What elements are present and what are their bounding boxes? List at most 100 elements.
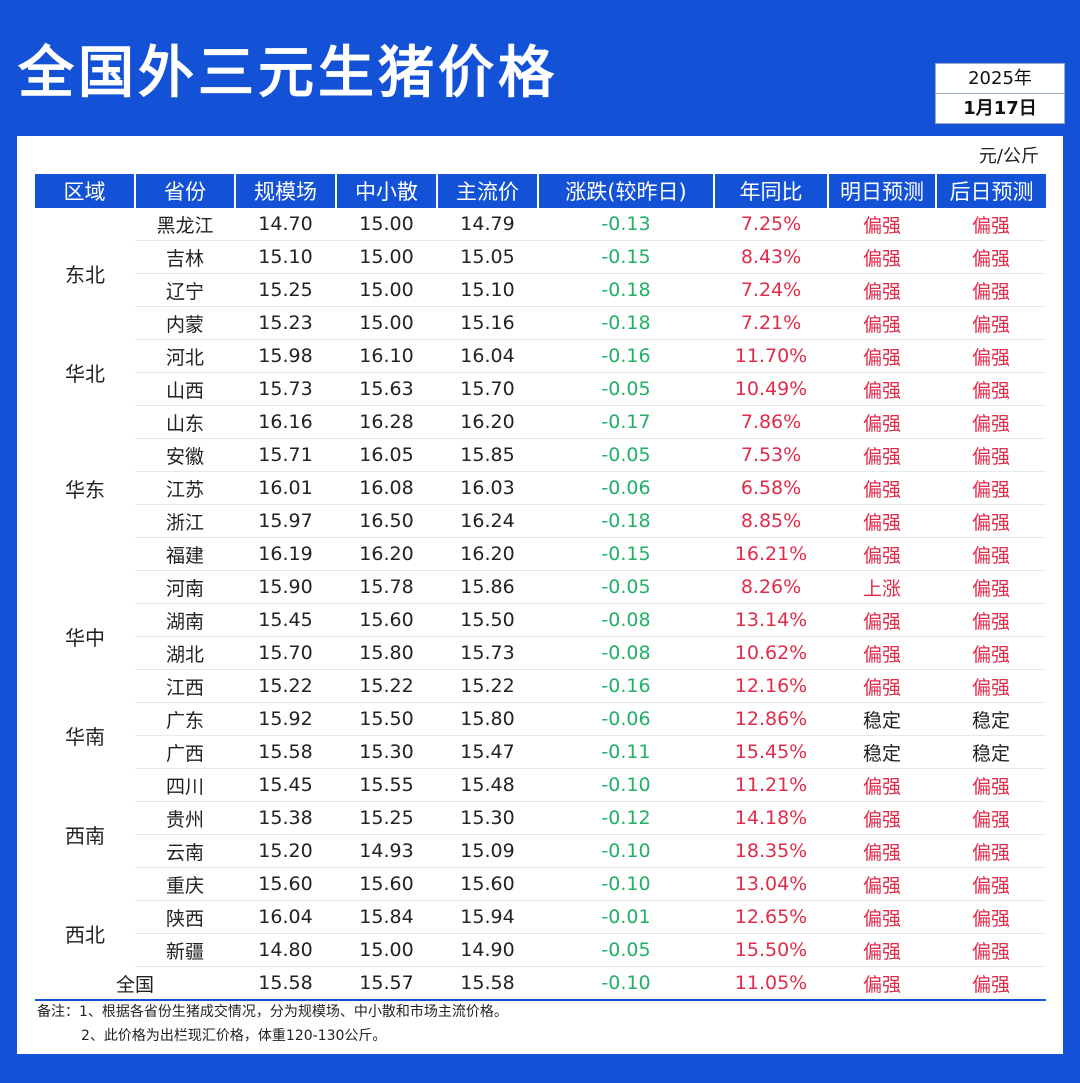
main-price-cell: 15.73 [437, 636, 538, 670]
change-cell: -0.15 [538, 240, 714, 274]
forecast-tomorrow-cell: 偏强 [828, 339, 936, 373]
region-cell: 西北 [65, 923, 105, 947]
small-farm-cell: 15.00 [336, 306, 437, 340]
change-cell: -0.16 [538, 669, 714, 703]
small-farm-cell: 16.05 [336, 438, 437, 472]
forecast-tomorrow-cell: 稳定 [828, 735, 936, 769]
province-cell: 山西 [135, 372, 235, 406]
scale-farm-cell: 15.20 [235, 834, 336, 868]
yoy-cell: 10.49% [714, 372, 828, 406]
small-farm-cell: 15.60 [336, 867, 437, 901]
date-box: 2025年 1月17日 [935, 63, 1065, 124]
scale-farm-cell: 15.98 [235, 339, 336, 373]
forecast-tomorrow-cell: 偏强 [828, 636, 936, 670]
province-cell: 山东 [135, 405, 235, 439]
scale-farm-cell: 15.71 [235, 438, 336, 472]
small-farm-cell: 15.57 [336, 966, 437, 1001]
table-row: 吉林 15.10 15.00 15.05 -0.15 8.43% 偏强 偏强 [35, 240, 1046, 274]
small-farm-cell: 15.63 [336, 372, 437, 406]
yoy-cell: 14.18% [714, 801, 828, 835]
province-cell: 贵州 [135, 801, 235, 835]
forecast-day-after-cell: 偏强 [936, 834, 1046, 868]
forecast-day-after-cell: 偏强 [936, 933, 1046, 967]
province-cell: 安徽 [135, 438, 235, 472]
national-label: 全国 [35, 966, 235, 1001]
scale-farm-cell: 15.92 [235, 702, 336, 736]
yoy-cell: 8.85% [714, 504, 828, 538]
table-body: 东北 黑龙江 14.70 15.00 14.79 -0.13 7.25% 偏强 偏强 吉林 15.1… [35, 208, 1046, 1001]
yoy-cell: 7.24% [714, 273, 828, 307]
scale-farm-cell: 15.70 [235, 636, 336, 670]
change-cell: -0.06 [538, 702, 714, 736]
change-cell: -0.10 [538, 867, 714, 901]
yoy-cell: 12.86% [714, 702, 828, 736]
main-price-cell: 15.10 [437, 273, 538, 307]
yoy-cell: 12.16% [714, 669, 828, 703]
header-region: 区域 [35, 174, 135, 208]
main-price-cell: 15.30 [437, 801, 538, 835]
table-row: 广西 15.58 15.30 15.47 -0.11 15.45% 稳定 稳定 [35, 735, 1046, 769]
province-cell: 河北 [135, 339, 235, 373]
forecast-tomorrow-cell: 偏强 [828, 438, 936, 472]
scale-farm-cell: 15.90 [235, 570, 336, 604]
forecast-tomorrow-cell: 偏强 [828, 966, 936, 1001]
forecast-day-after-cell: 偏强 [936, 900, 1046, 934]
header-tomorrow: 明日预测 [827, 174, 936, 208]
yoy-cell: 12.65% [714, 900, 828, 934]
table-row: 浙江 15.97 16.50 16.24 -0.18 8.85% 偏强 偏强 [35, 504, 1046, 538]
main-price-cell: 15.70 [437, 372, 538, 406]
change-cell: -0.11 [538, 735, 714, 769]
header-province: 省份 [134, 174, 235, 208]
table-row: 贵州 15.38 15.25 15.30 -0.12 14.18% 偏强 偏强 [35, 801, 1046, 835]
province-cell: 辽宁 [135, 273, 235, 307]
small-farm-cell: 15.80 [336, 636, 437, 670]
forecast-day-after-cell: 稳定 [936, 735, 1046, 769]
scale-farm-cell: 15.58 [235, 966, 336, 1001]
price-table: 区域 省份 规模场 中小散 主流价 涨跌(较昨日) 年同比 明日预测 后日预测 … [35, 174, 1046, 1001]
forecast-day-after-cell: 偏强 [936, 438, 1046, 472]
forecast-day-after-cell: 偏强 [936, 306, 1046, 340]
scale-farm-cell: 15.22 [235, 669, 336, 703]
forecast-tomorrow-cell: 偏强 [828, 372, 936, 406]
forecast-tomorrow-cell: 偏强 [828, 669, 936, 703]
main-price-cell: 16.20 [437, 537, 538, 571]
forecast-day-after-cell: 偏强 [936, 570, 1046, 604]
region-cell: 华东 [65, 477, 105, 502]
province-cell: 湖北 [135, 636, 235, 670]
scale-farm-cell: 15.58 [235, 735, 336, 769]
change-cell: -0.18 [538, 273, 714, 307]
yoy-cell: 13.04% [714, 867, 828, 901]
main-price-cell: 15.48 [437, 768, 538, 802]
change-cell: -0.01 [538, 900, 714, 934]
forecast-tomorrow-cell: 偏强 [828, 504, 936, 538]
yoy-cell: 7.21% [714, 306, 828, 340]
province-cell: 广东 [135, 702, 235, 736]
national-row: 全国 15.58 15.57 15.58 -0.10 11.05% 偏强 偏强 [35, 966, 1046, 1001]
forecast-tomorrow-cell: 偏强 [828, 471, 936, 505]
yoy-cell: 15.50% [714, 933, 828, 967]
table-row: 云南 15.20 14.93 15.09 -0.10 18.35% 偏强 偏强 [35, 834, 1046, 868]
forecast-day-after-cell: 偏强 [936, 801, 1046, 835]
main-price-cell: 14.79 [437, 208, 538, 241]
yoy-cell: 7.25% [714, 208, 828, 241]
region-cell: 华中 [65, 626, 105, 650]
scale-farm-cell: 14.80 [235, 933, 336, 967]
unit-label: 元/公斤 [978, 146, 1039, 167]
table-row: 新疆 14.80 15.00 14.90 -0.05 15.50% 偏强 偏强 [35, 933, 1046, 967]
table-row: 湖北 15.70 15.80 15.73 -0.08 10.62% 偏强 偏强 [35, 636, 1046, 670]
small-farm-cell: 15.30 [336, 735, 437, 769]
scale-farm-cell: 15.10 [235, 240, 336, 274]
small-farm-cell: 15.00 [336, 208, 437, 241]
notes: 备注：1、根据各省份生猪成交情况，分为规模场、中小散和市场主流价格。 2、此价格… [37, 1000, 508, 1048]
forecast-tomorrow-cell: 偏强 [828, 537, 936, 571]
province-cell: 河南 [135, 570, 235, 604]
forecast-day-after-cell: 偏强 [936, 339, 1046, 373]
table-header-row: 区域 省份 规模场 中小散 主流价 涨跌(较昨日) 年同比 明日预测 后日预测 [35, 174, 1046, 208]
forecast-tomorrow-cell: 偏强 [828, 867, 936, 901]
scale-farm-cell: 16.19 [235, 537, 336, 571]
yoy-cell: 11.05% [714, 966, 828, 1001]
main-price-cell: 16.03 [437, 471, 538, 505]
forecast-day-after-cell: 偏强 [936, 867, 1046, 901]
change-cell: -0.05 [538, 438, 714, 472]
scale-farm-cell: 16.04 [235, 900, 336, 934]
